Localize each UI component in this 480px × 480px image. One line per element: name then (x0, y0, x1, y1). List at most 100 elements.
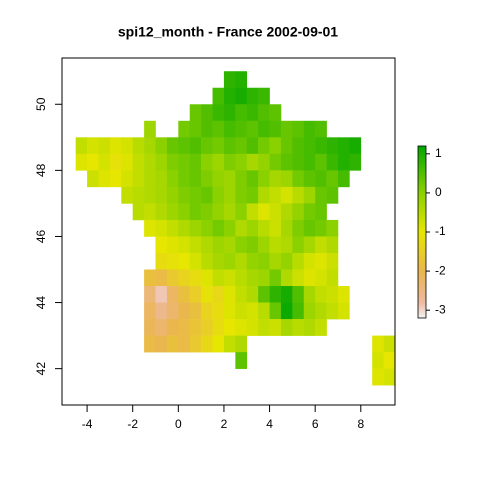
cell (280, 269, 293, 287)
cell (337, 170, 350, 188)
cell (246, 286, 259, 303)
cell (166, 219, 179, 237)
cell (212, 87, 225, 105)
cell (383, 335, 396, 353)
cell (178, 186, 191, 204)
x-tick-label: 4 (266, 417, 273, 431)
plot-frame (61, 57, 396, 406)
cell (235, 170, 248, 188)
cell (315, 137, 327, 155)
cell (315, 302, 327, 320)
cell (121, 137, 134, 155)
cell (258, 236, 270, 254)
cell (235, 236, 248, 254)
cell (178, 219, 191, 237)
cell (189, 120, 202, 138)
y-tick-label: 50 (34, 97, 48, 111)
cell (235, 319, 248, 336)
cell (144, 153, 156, 171)
cell (155, 186, 168, 204)
cell (212, 186, 225, 204)
cell (246, 219, 259, 237)
cell (292, 236, 305, 254)
cell (303, 153, 316, 171)
cell (155, 203, 168, 221)
cell (155, 252, 168, 270)
cell (189, 137, 202, 155)
cell (166, 286, 179, 303)
cell (155, 269, 168, 287)
cell (223, 120, 236, 138)
cell (201, 104, 213, 122)
cell (269, 120, 282, 138)
cell (315, 319, 327, 336)
cell (326, 137, 339, 155)
cell (246, 252, 259, 270)
cell (212, 203, 225, 221)
cell (178, 170, 191, 188)
cell (178, 286, 191, 303)
cell (223, 335, 236, 353)
cell (235, 120, 248, 138)
cell (315, 252, 327, 270)
cell (315, 120, 327, 138)
cell (326, 269, 339, 287)
cell (121, 186, 134, 204)
cell (292, 186, 305, 204)
cell (189, 186, 202, 204)
cell (303, 137, 316, 155)
chart-title: spi12_month - France 2002-09-01 (118, 24, 338, 40)
cell (166, 236, 179, 254)
cell (223, 153, 236, 171)
cell (303, 120, 316, 138)
cell (258, 120, 270, 138)
cell (235, 302, 248, 320)
cell (292, 137, 305, 155)
cell (258, 319, 270, 336)
cell (223, 302, 236, 320)
cell (189, 319, 202, 336)
cell (178, 319, 191, 336)
cell (258, 186, 270, 204)
cell (326, 219, 339, 237)
cell (166, 335, 179, 353)
cell (246, 153, 259, 171)
cell (132, 153, 145, 171)
cell (223, 71, 236, 89)
cell (155, 153, 168, 171)
cell (201, 335, 213, 353)
cell (212, 286, 225, 303)
cell (258, 219, 270, 237)
cell (292, 219, 305, 237)
x-tick-label: 2 (221, 417, 228, 431)
cell (292, 170, 305, 188)
cell (315, 236, 327, 254)
cell (258, 170, 270, 188)
cell (166, 203, 179, 221)
cell (235, 87, 248, 105)
cell (212, 219, 225, 237)
cell (201, 203, 213, 221)
colorbar-tick-label: 1 (435, 146, 442, 160)
cell (303, 319, 316, 336)
cell (223, 203, 236, 221)
cell (144, 335, 156, 353)
cell (144, 203, 156, 221)
cell (292, 269, 305, 287)
cell (75, 153, 88, 171)
cell (201, 286, 213, 303)
cell (212, 236, 225, 254)
cell (87, 137, 99, 155)
cell (166, 252, 179, 270)
cell (132, 186, 145, 204)
cell (315, 269, 327, 287)
cell (315, 186, 327, 204)
cell (269, 104, 282, 122)
cell (235, 335, 248, 353)
cell (166, 170, 179, 188)
cell (223, 319, 236, 336)
cell (223, 236, 236, 254)
cell (269, 302, 282, 320)
cell (155, 302, 168, 320)
cell (246, 104, 259, 122)
